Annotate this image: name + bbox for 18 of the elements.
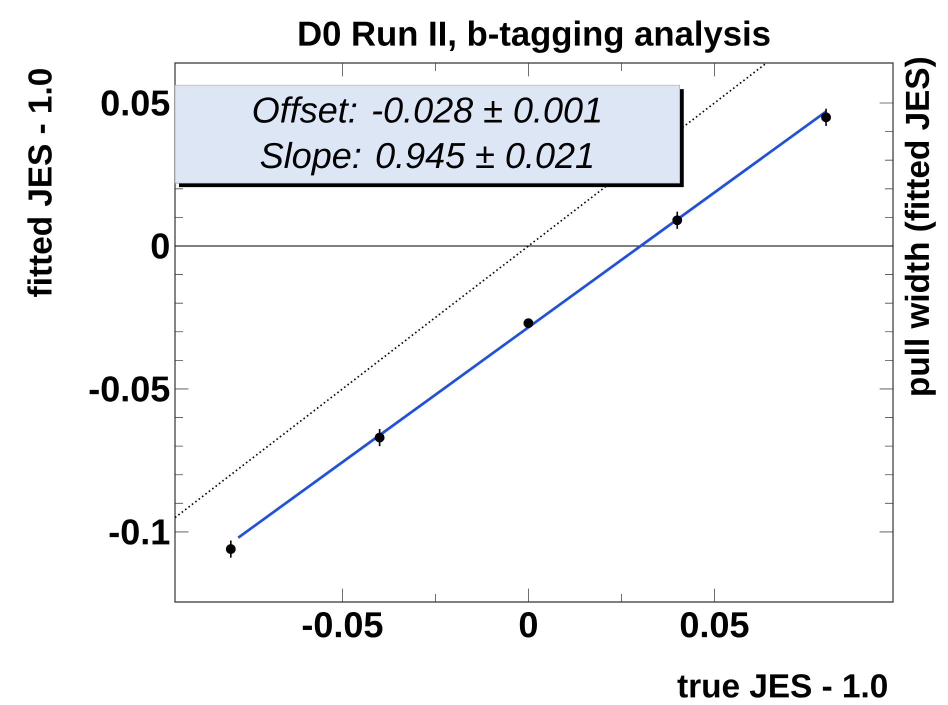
x-axis-title: true JES - 1.0 — [678, 674, 887, 698]
y-tick-label: 0 — [152, 233, 169, 259]
point — [821, 112, 831, 122]
y2-axis-title: pull width (fitted JES) — [904, 58, 936, 395]
x-tick-label: 0.05 — [680, 612, 748, 638]
point — [523, 318, 534, 328]
x-tick-label: -0.05 — [302, 612, 382, 638]
annotation: Slope: 0.945 ± 0.021 — [260, 142, 592, 176]
y-tick-label: -0.1 — [110, 519, 170, 545]
x-tick-label: 0 — [520, 612, 537, 638]
y-axis-title: fitted JES - 1.0 — [27, 69, 52, 297]
point — [672, 215, 682, 226]
y-tick-label: -0.05 — [90, 376, 170, 402]
chart-title: D0 Run II, b-tagging analysis — [299, 20, 770, 53]
annotation: Offset: -0.028 ± 0.001 — [254, 96, 600, 123]
y-tick-label: 0.05 — [102, 90, 170, 116]
point — [226, 544, 236, 554]
point — [374, 432, 385, 443]
